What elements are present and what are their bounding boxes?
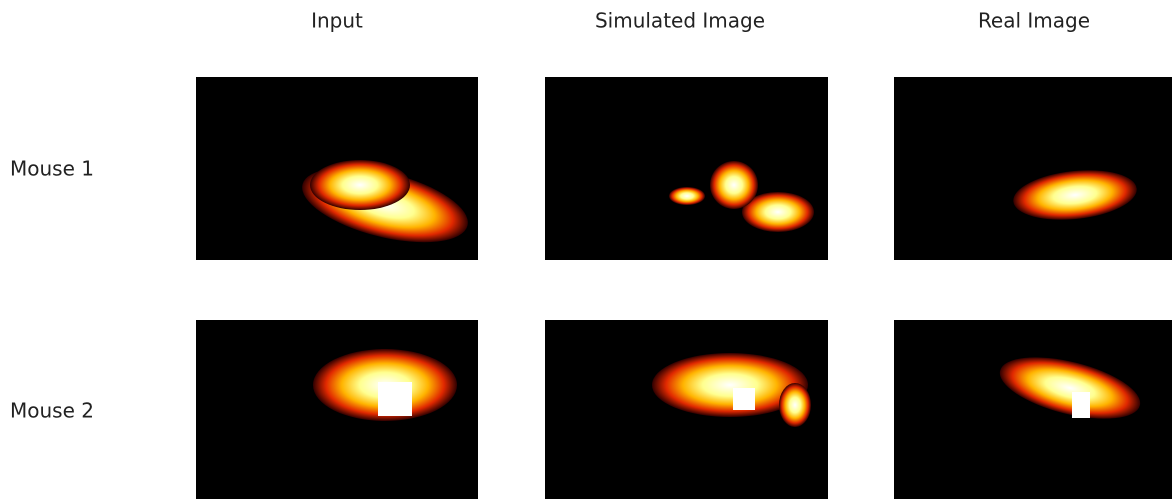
image-panel — [545, 77, 828, 260]
row-label: Mouse 1 — [10, 157, 94, 181]
figure: Input Simulated Image Real Image Mouse 1… — [0, 0, 1172, 499]
column-header: Input — [311, 9, 363, 33]
row-label: Mouse 2 — [10, 399, 94, 423]
image-panel — [894, 77, 1172, 260]
page: Input Simulated Image Real Image Mouse 1… — [0, 0, 1172, 499]
column-header: Simulated Image — [595, 9, 765, 33]
column-header: Real Image — [978, 9, 1090, 33]
heat-blob — [313, 349, 457, 421]
